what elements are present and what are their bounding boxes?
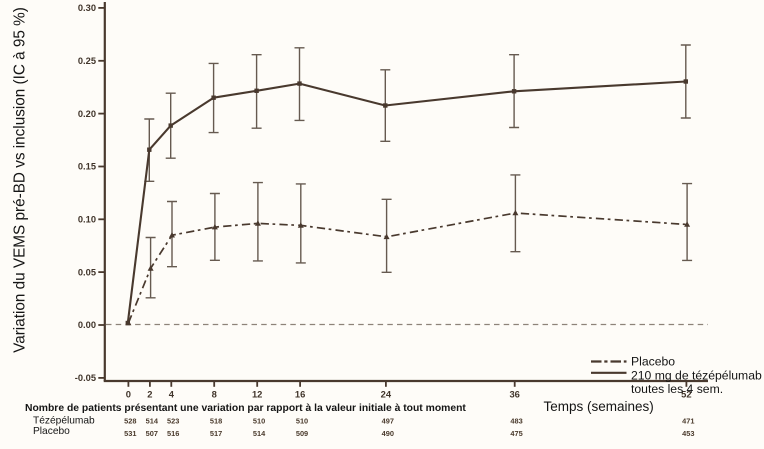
svg-text:453: 453 bbox=[682, 429, 694, 438]
svg-text:Placebo: Placebo bbox=[33, 426, 70, 437]
svg-text:517: 517 bbox=[210, 429, 222, 438]
svg-text:531: 531 bbox=[124, 429, 136, 438]
svg-text:510: 510 bbox=[296, 417, 308, 426]
svg-text:497: 497 bbox=[382, 417, 394, 426]
svg-text:0.30: 0.30 bbox=[78, 3, 96, 13]
svg-text:483: 483 bbox=[510, 417, 522, 426]
svg-text:Variation du VEMS pré-BD vs in: Variation du VEMS pré-BD vs inclusion (I… bbox=[12, 7, 29, 353]
svg-text:Placebo: Placebo bbox=[631, 355, 675, 369]
svg-text:Tézépélumab: Tézépélumab bbox=[33, 416, 95, 427]
svg-text:0: 0 bbox=[126, 389, 131, 400]
svg-text:24: 24 bbox=[381, 389, 392, 400]
svg-text:36: 36 bbox=[509, 389, 519, 400]
svg-text:toutes les 4 sem.: toutes les 4 sem. bbox=[631, 382, 723, 396]
svg-text:471: 471 bbox=[682, 417, 694, 426]
svg-text:0.05: 0.05 bbox=[78, 267, 96, 277]
svg-text:507: 507 bbox=[146, 429, 158, 438]
svg-text:0.15: 0.15 bbox=[78, 162, 96, 172]
svg-text:0.25: 0.25 bbox=[78, 56, 96, 66]
svg-text:Nombre de patients présentant: Nombre de patients présentant une variat… bbox=[25, 403, 466, 414]
svg-text:510: 510 bbox=[253, 417, 265, 426]
svg-text:12: 12 bbox=[252, 389, 262, 400]
svg-text:8: 8 bbox=[212, 389, 217, 400]
svg-text:0.00: 0.00 bbox=[78, 320, 96, 330]
svg-text:509: 509 bbox=[296, 429, 308, 438]
svg-text:-0.05: -0.05 bbox=[75, 373, 96, 383]
svg-text:528: 528 bbox=[124, 417, 136, 426]
svg-text:514: 514 bbox=[146, 417, 159, 426]
svg-text:2: 2 bbox=[147, 389, 152, 400]
svg-text:490: 490 bbox=[382, 429, 394, 438]
svg-text:523: 523 bbox=[167, 417, 179, 426]
svg-text:4: 4 bbox=[169, 389, 175, 400]
svg-text:0.20: 0.20 bbox=[78, 109, 96, 119]
svg-text:518: 518 bbox=[210, 417, 222, 426]
svg-text:16: 16 bbox=[295, 389, 305, 400]
svg-text:52: 52 bbox=[681, 389, 691, 400]
svg-text:514: 514 bbox=[253, 429, 266, 438]
svg-text:516: 516 bbox=[167, 429, 179, 438]
svg-text:475: 475 bbox=[510, 429, 522, 438]
svg-text:0.10: 0.10 bbox=[78, 215, 96, 225]
svg-text:210 mg de tézépélumab: 210 mg de tézépélumab bbox=[631, 369, 762, 383]
svg-text:Temps (semaines): Temps (semaines) bbox=[544, 399, 654, 414]
